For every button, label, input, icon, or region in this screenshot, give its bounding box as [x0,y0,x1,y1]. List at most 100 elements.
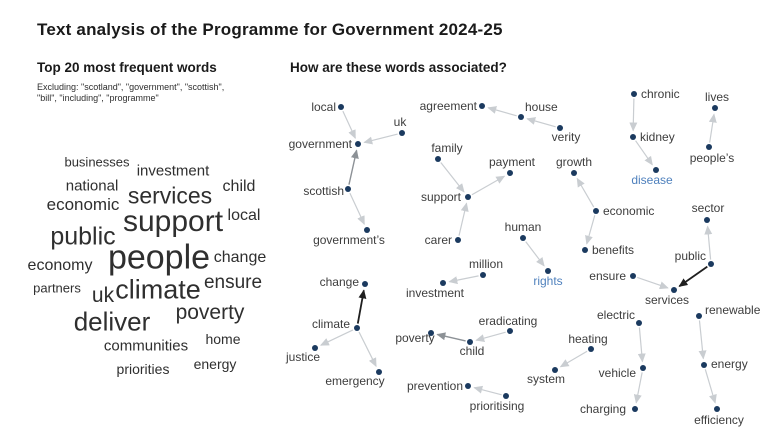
network-node-label-emergency: emergency [325,374,384,388]
network-node-dot-child[interactable] [467,339,473,345]
network-edge-public-sector [704,225,713,260]
network-node-dot-efficiency[interactable] [714,406,720,412]
network-node-label-electric: electric [597,308,635,322]
network-node-label-heating: heating [568,332,607,346]
network-node-dot-chronic[interactable] [631,91,637,97]
network-node-dot-prevention[interactable] [465,383,471,389]
network-node-dot-electric[interactable] [636,320,642,326]
network-node-dot-emergency[interactable] [376,369,382,375]
network-node-dot-house[interactable] [518,114,524,120]
network-node-dot-verity[interactable] [557,125,563,131]
network-node-dot-kidney[interactable] [630,134,636,140]
network-node-dot-ensure[interactable] [630,273,636,279]
network-node-label-poverty: poverty [395,331,434,345]
network-node-dot-system[interactable] [552,367,558,373]
network-edge-public-services [678,265,708,287]
network-node-dot-benefits[interactable] [582,247,588,253]
network-node-dot-local[interactable] [338,104,344,110]
network-node-dot-human[interactable] [520,235,526,241]
network-edge-house-agreement [487,106,517,117]
network-edge-eradicating-child [475,331,506,343]
network-edge-climate-change [356,289,367,324]
network-node-dot-charging[interactable] [632,406,638,412]
network-node-dot-climate[interactable] [354,325,360,331]
network-node-label-child: child [460,344,485,358]
network-node-label-efficiency: efficiency [694,413,744,427]
network-node-dot-disease[interactable] [653,167,659,173]
network-node-dot-payment[interactable] [507,170,513,176]
network-node-label-eradicating: eradicating [479,314,538,328]
network-node-label-change: change [320,275,360,289]
network-node-dot-eradicating[interactable] [507,328,513,334]
network-node-label-family: family [431,141,462,155]
network-edge-economic-benefits [585,215,596,245]
network-node-label-vehicle: vehicle [599,366,637,380]
network-node-dot-governments[interactable] [364,227,370,233]
network-node-dot-public[interactable] [708,261,714,267]
network-edge-peoples-lives [708,113,717,143]
network-node-label-agreement: agreement [420,99,478,113]
network-node-dot-million[interactable] [480,272,486,278]
network-node-dot-investment[interactable] [440,280,446,286]
network-node-label-lives: lives [705,90,729,104]
network-node-dot-vehicle[interactable] [640,365,646,371]
network-node-dot-change[interactable] [362,281,368,287]
network-node-label-renewable: renewable [705,303,761,317]
network-node-dot-government[interactable] [355,141,361,147]
network-node-dot-carer[interactable] [455,237,461,243]
network-node-dot-growth[interactable] [571,170,577,176]
network-node-dot-rights[interactable] [545,268,551,274]
network-edge-scottish-government [348,149,359,185]
network-node-label-million: million [469,257,503,271]
network-node-dot-heating[interactable] [588,346,594,352]
wordcloud-exclusion-line1: Excluding: "scotland", "government", "sc… [37,82,225,92]
network-edge-verity-house [526,117,556,128]
network-node-dot-justice[interactable] [312,345,318,351]
network-node-label-peoples: people’s [690,151,734,165]
network-node-dot-support[interactable] [465,194,471,200]
network-edge-kidney-disease [635,140,653,166]
network-edge-chronic-kidney [629,98,638,132]
network-node-label-verity: verity [552,130,581,144]
page-title: Text analysis of the Programme for Gover… [37,20,503,39]
network-edge-heating-system [559,350,588,368]
network-node-dot-prioritising[interactable] [503,393,509,399]
wordcloud-exclusion-note: Excluding: "scotland", "government", "sc… [37,82,224,104]
network-node-label-justice: justice [285,350,320,364]
network-edge-scottish-governments [349,192,365,226]
network-node-dot-family[interactable] [435,156,441,162]
network-node-label-support: support [421,190,462,204]
network-node-label-rights: rights [533,274,562,288]
network-node-dot-peoples[interactable] [706,144,712,150]
network-node-dot-uk[interactable] [399,130,405,136]
network-node-label-local: local [311,100,336,114]
wordcloud-exclusion-line2: "bill", "including", "programme" [37,93,159,103]
network-node-dot-agreement[interactable] [479,103,485,109]
network-node-dot-poverty[interactable] [428,330,434,336]
network-node-label-public: public [675,249,706,263]
wordcloud-heading: Top 20 most frequent words [37,60,217,75]
network-edge-carer-support [458,202,469,236]
network-node-label-charging: charging [580,402,626,416]
network-node-label-prioritising: prioritising [470,399,525,413]
network-node-dot-economic[interactable] [593,208,599,214]
network-node-dot-sector[interactable] [704,217,710,223]
network-node-label-system: system [527,372,565,386]
network-node-label-disease: disease [631,173,673,187]
network-node-dot-lives[interactable] [712,105,718,111]
network-edge-electric-vehicle [637,327,646,363]
network-node-dot-services[interactable] [671,287,677,293]
network-node-label-carer: carer [425,233,452,247]
network-node-label-house: house [525,100,558,114]
network-edge-local-government [342,110,356,140]
network-heading: How are these words associated? [290,60,507,75]
network-node-label-government: government [289,137,353,151]
network-node-dot-energy[interactable] [701,362,707,368]
network-edge-economic-growth [576,177,595,208]
network-node-dot-renewable[interactable] [696,313,702,319]
network-node-dot-scottish[interactable] [345,186,351,192]
network-node-label-climate: climate [312,317,350,331]
network-edge-uk-government [363,133,398,145]
